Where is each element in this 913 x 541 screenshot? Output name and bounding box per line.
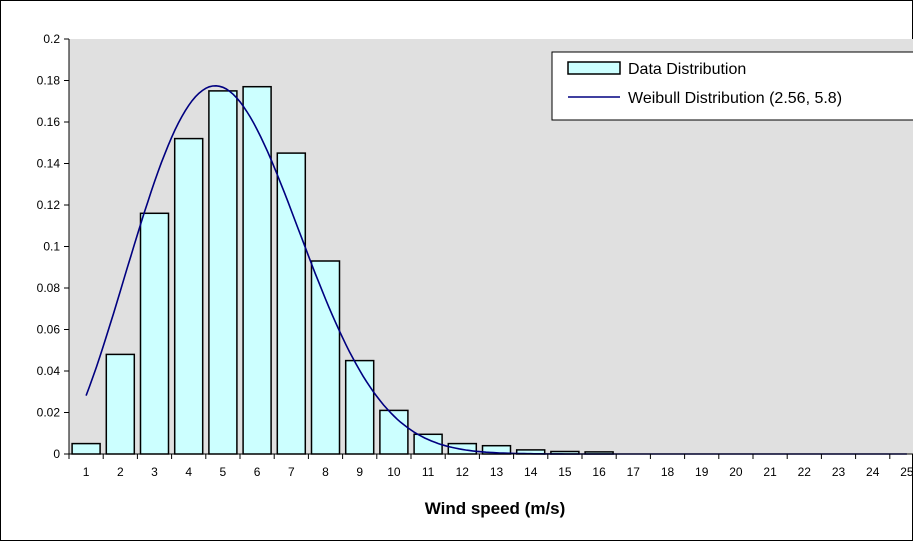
x-tick-label: 14 (524, 465, 538, 479)
bar-7 (276, 152, 307, 455)
y-tick-label: 0.16 (37, 115, 61, 129)
legend-label-data: Data Distribution (628, 61, 746, 78)
y-tick-label: 0.14 (37, 157, 61, 171)
x-tick-label: 20 (729, 465, 743, 479)
y-tick-label: 0 (53, 447, 60, 461)
x-tick-label: 18 (661, 465, 675, 479)
y-tick-label: 0.18 (37, 74, 61, 88)
x-tick-label: 8 (322, 465, 329, 479)
x-tick-label: 24 (866, 465, 880, 479)
bar-9 (344, 359, 375, 455)
x-tick-label: 6 (254, 465, 261, 479)
bar-3 (139, 212, 170, 455)
bar-6 (242, 85, 272, 455)
x-tick-label: 22 (798, 465, 812, 479)
x-tick-label: 5 (220, 465, 227, 479)
x-tick-label: 12 (456, 465, 470, 479)
x-tick-label: 11 (422, 465, 435, 479)
legend-swatch-bar (567, 61, 621, 75)
x-tick-label: 4 (185, 465, 192, 479)
x-tick-label: 15 (558, 465, 572, 479)
x-tick-label: 21 (763, 465, 777, 479)
y-tick-label: 0.2 (43, 32, 60, 46)
bar-8 (310, 260, 341, 455)
x-tick-label: 23 (832, 465, 846, 479)
y-tick-label: 0.02 (37, 406, 61, 420)
y-tick-label: 0.1 (43, 240, 60, 254)
x-tick-label: 3 (151, 465, 158, 479)
x-tick-label: 25 (900, 465, 913, 479)
x-axis-title: Wind speed (m/s) (425, 499, 566, 518)
y-tick-label: 0.06 (37, 323, 61, 337)
x-tick-label: 16 (592, 465, 606, 479)
x-tick-label: 7 (288, 465, 295, 479)
bar-10 (379, 409, 409, 455)
x-tick-label: 17 (627, 465, 641, 479)
legend: Data Distribution Weibull Distribution (… (551, 51, 913, 121)
bar-5 (208, 90, 238, 455)
y-tick-label: 0.04 (37, 364, 61, 378)
bar-4 (173, 137, 204, 455)
x-tick-label: 19 (695, 465, 709, 479)
x-tick-label: 9 (356, 465, 363, 479)
x-tick-label: 2 (117, 465, 124, 479)
legend-label-weibull: Weibull Distribution (2.56, 5.8) (628, 90, 842, 107)
y-tick-label: 0.12 (37, 198, 61, 212)
bar-1 (71, 442, 101, 455)
bar-2 (105, 353, 136, 455)
x-tick-label: 13 (490, 465, 504, 479)
y-tick-label: 0.08 (37, 281, 61, 295)
x-tick-label: 1 (83, 465, 90, 479)
x-tick-label: 10 (387, 465, 401, 479)
